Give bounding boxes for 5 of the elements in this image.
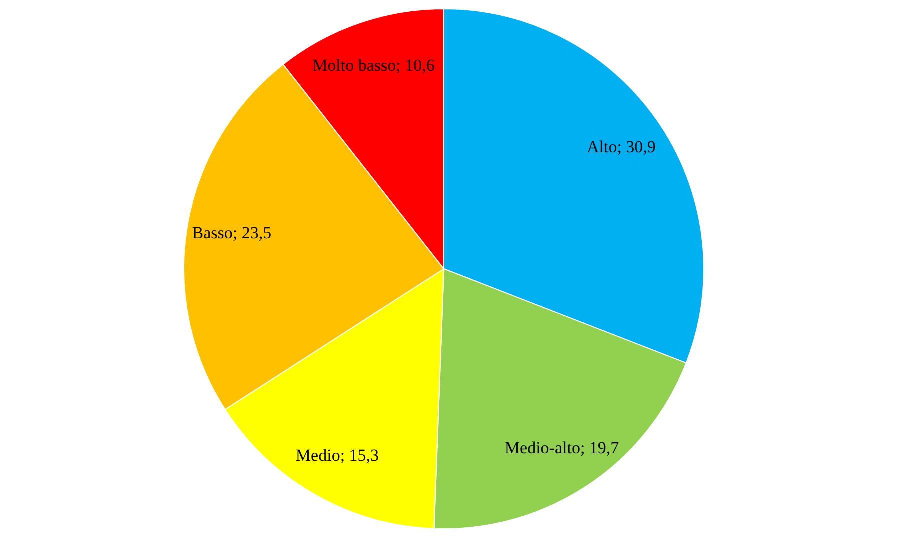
slice-label: Medio-alto; 19,7	[504, 438, 620, 458]
slice-label: Molto basso; 10,6	[312, 56, 435, 75]
slice-label: Basso; 23,5	[192, 223, 272, 242]
slice-label: Alto; 30,9	[586, 138, 656, 157]
slice-label: Medio; 15,3	[296, 446, 380, 465]
